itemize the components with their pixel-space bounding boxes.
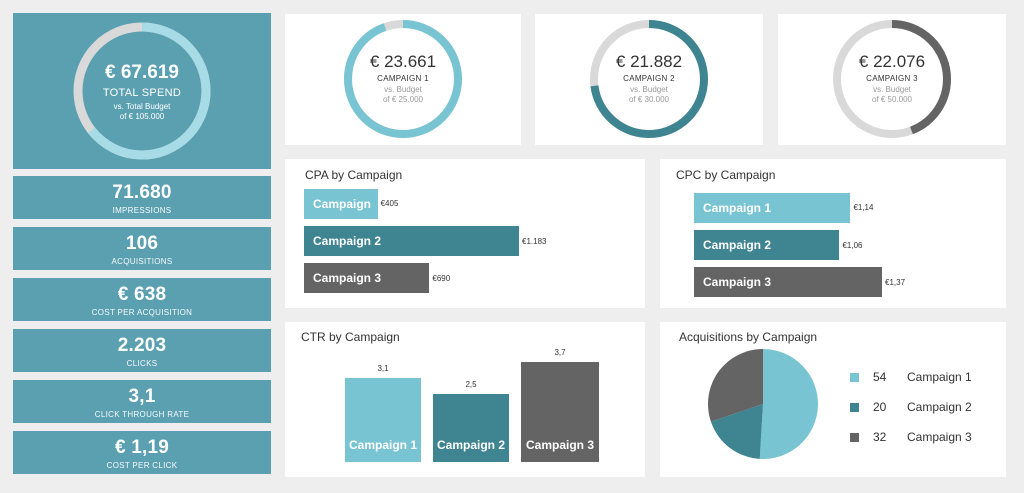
legend-item-campaign-1: 54 Campaign 1 — [850, 370, 972, 384]
ctr-bar-campaign-1: Campaign 1 — [345, 378, 421, 462]
kpi-acquisitions: 106 ACQUISITIONS — [13, 227, 271, 270]
cpc-value-campaign-1: €1,14 — [853, 203, 874, 212]
kpi-cost-per-acquisition: € 638 COST PER ACQUISITION — [13, 278, 271, 321]
cpc-chart-title: CPC by Campaign — [676, 168, 776, 182]
total-spend-value: € 67.619 — [105, 62, 179, 83]
legend-swatch — [850, 433, 859, 443]
acquisitions-pie — [708, 349, 819, 459]
ctr-value-campaign-2: 2,5 — [465, 380, 477, 390]
campaign-3-budget-line2: of € 50.000 — [871, 95, 913, 104]
ctr-chart-panel: CTR by Campaign Campaign 1 3,1 Campaign … — [285, 322, 645, 477]
pie-slice-campaign-2 — [710, 404, 763, 459]
cpc-chart-panel: CPC by Campaign Campaign 1 €1,14 Campaig… — [660, 159, 1006, 308]
campaign-3-donut — [833, 20, 951, 138]
cpa-bar-campaign-1: Campaign 1 — [304, 189, 378, 241]
cpa-value-campaign-2: €1.183 — [522, 237, 547, 246]
campaign-3-arc — [833, 20, 951, 138]
cpa-value-campaign-3: €690 — [432, 274, 451, 283]
total-budget-line1: vs. Total Budget — [113, 102, 171, 111]
campaign-1-arc — [344, 20, 462, 138]
ctr-value-campaign-3: 3,7 — [554, 348, 566, 357]
legend-label: Campaign 2 — [907, 400, 972, 414]
cpa-chart-title: CPA by Campaign — [305, 168, 403, 182]
campaign-2-budget-panel: € 21.882 CAMPAIGN 2 vs. Budget of € 30.0… — [535, 14, 763, 145]
acquisitions-chart-panel: Acquisitions by Campaign 54 Campaign 1 20… — [660, 322, 1006, 477]
total-budget-line2: of € 105.000 — [119, 112, 165, 121]
kpi-cost-per-click: € 1,19 COST PER CLICK — [13, 431, 271, 474]
kpi-click-through-rate: 3,1 CLICK THROUGH RATE — [13, 380, 271, 423]
campaign-3-budget-panel: € 22.076 CAMPAIGN 3 vs. Budget of € 50.0… — [778, 14, 1006, 145]
campaign-2-arc — [590, 20, 708, 138]
ctr-chart-title: CTR by Campaign — [301, 330, 400, 344]
campaign-2-spend: € 21.882 — [615, 52, 683, 71]
ctr-bar-campaign-3: Campaign 3 — [521, 362, 599, 462]
cpc-bar-campaign-2: Campaign 2 — [694, 230, 840, 260]
kpi-label: COST PER CLICK — [106, 461, 178, 470]
kpi-value: 3,1 — [128, 386, 156, 407]
total-spend-arc — [73, 22, 211, 160]
legend-swatch — [850, 373, 859, 383]
kpi-label: IMPRESSIONS — [112, 206, 172, 215]
total-spend-panel: € 67.619 TOTAL SPEND vs. Total Budget of… — [13, 13, 271, 169]
pie-slice-campaign-3 — [708, 349, 763, 422]
campaign-1-budget-line1: vs. Budget — [384, 85, 422, 94]
kpi-label: CLICK THROUGH RATE — [94, 410, 190, 419]
cpa-bar-campaign-2: Campaign 2 — [304, 226, 519, 256]
campaign-3-budget-line1: vs. Budget — [873, 85, 911, 94]
legend-label: Campaign 1 — [907, 370, 972, 384]
kpi-label: COST PER ACQUISITION — [91, 308, 193, 317]
ctr-bar-campaign-2: Campaign 2 — [433, 394, 509, 462]
kpi-value: € 638 — [117, 284, 167, 305]
kpi-label: CLICKS — [126, 359, 158, 368]
legend-value: 20 — [873, 400, 887, 414]
campaign-1-budget-line2: of € 25.000 — [382, 95, 424, 104]
cpc-value-campaign-2: €1,06 — [842, 241, 863, 250]
campaign-1-name: CAMPAIGN 1 — [377, 74, 429, 83]
campaign-3-spend: € 22.076 — [858, 52, 926, 71]
cpc-bar-campaign-3: Campaign 3 — [694, 267, 882, 297]
campaign-3-name: CAMPAIGN 3 — [866, 74, 918, 83]
legend-value: 54 — [873, 370, 887, 384]
legend-swatch — [850, 403, 859, 413]
cpa-bar-label: Campaign 2 — [313, 234, 382, 248]
total-spend-donut — [73, 22, 211, 160]
legend-item-campaign-2: 20 Campaign 2 — [850, 400, 972, 414]
cpc-bar-label: Campaign 1 — [703, 201, 772, 215]
legend-label: Campaign 3 — [907, 430, 972, 444]
kpi-label: ACQUISITIONS — [111, 257, 173, 266]
campaign-1-budget-panel: € 23.661 CAMPAIGN 1 vs. Budget of € 25.0… — [285, 14, 521, 145]
cpc-value-campaign-3: €1,37 — [885, 278, 906, 287]
pie-slice-campaign-1 — [759, 349, 819, 459]
cpa-value-campaign-1: €405 — [380, 199, 399, 208]
cpc-bar-label: Campaign 3 — [703, 275, 772, 289]
legend-value: 32 — [873, 430, 887, 444]
campaign-2-budget-line2: of € 30.000 — [628, 95, 670, 104]
ctr-bar-label: Campaign 2 — [436, 437, 505, 452]
cpc-bar-label: Campaign 2 — [703, 238, 772, 252]
cpa-bar-campaign-3: Campaign 3 — [304, 263, 430, 293]
cpa-bar-label: Campaign 3 — [313, 271, 382, 285]
campaign-1-donut — [344, 20, 462, 138]
kpi-impressions: 71.680 IMPRESSIONS — [13, 176, 271, 219]
ctr-value-campaign-1: 3,1 — [377, 364, 389, 374]
campaign-1-spend: € 23.661 — [369, 52, 437, 71]
kpi-value: 71.680 — [112, 182, 172, 203]
kpi-value: 2.203 — [117, 335, 167, 356]
campaign-2-name: CAMPAIGN 2 — [623, 74, 675, 83]
kpi-value: 106 — [125, 233, 159, 254]
ctr-bar-label: Campaign 3 — [525, 438, 594, 452]
total-spend-label: TOTAL SPEND — [102, 87, 182, 99]
legend-item-campaign-3: 32 Campaign 3 — [850, 430, 972, 444]
campaign-2-donut — [590, 20, 708, 138]
campaign-2-budget-line1: vs. Budget — [630, 85, 668, 94]
cpc-bar-campaign-1: Campaign 1 — [694, 193, 851, 223]
ctr-bar-label: Campaign 1 — [348, 437, 417, 452]
kpi-value: € 1,19 — [114, 437, 170, 458]
cpa-chart-panel: CPA by Campaign Campaign 1 €405 Campaign… — [285, 159, 645, 308]
kpi-clicks: 2.203 CLICKS — [13, 329, 271, 372]
acquisitions-chart-title: Acquisitions by Campaign — [679, 330, 818, 344]
